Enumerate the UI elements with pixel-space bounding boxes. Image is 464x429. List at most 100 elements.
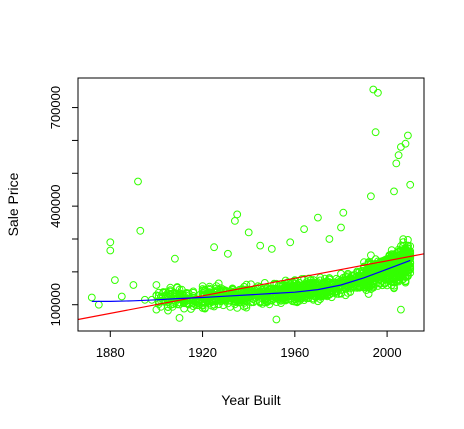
- data-point: [161, 288, 170, 297]
- data-point: [159, 297, 168, 306]
- data-point: [244, 228, 253, 237]
- x-tick-label: 1960: [280, 345, 309, 360]
- x-tick-label: 2000: [373, 345, 402, 360]
- y-axis-label: Sale Price: [5, 172, 21, 236]
- data-point: [247, 298, 255, 307]
- data-point: [247, 280, 255, 289]
- data-point: [214, 279, 223, 288]
- data-point: [390, 250, 398, 259]
- data-point: [152, 291, 161, 300]
- data-point: [297, 282, 306, 291]
- data-point: [325, 235, 334, 243]
- data-point: [106, 246, 115, 255]
- data-point: [173, 283, 182, 291]
- data-point: [244, 289, 253, 298]
- data-point: [316, 295, 325, 304]
- data-point: [267, 245, 276, 253]
- data-point: [311, 293, 320, 302]
- data-point: [330, 278, 338, 287]
- data-point: [198, 304, 207, 312]
- data-point: [392, 159, 401, 168]
- data-point: [387, 281, 396, 290]
- y-tick-label: 700000: [48, 86, 63, 129]
- data-point: [300, 225, 309, 234]
- data-point: [394, 247, 403, 256]
- data-point: [332, 287, 341, 296]
- data-point: [387, 267, 396, 276]
- data-point: [281, 284, 290, 293]
- data-point: [272, 315, 281, 324]
- data-point: [364, 270, 373, 279]
- data-point: [154, 298, 163, 307]
- data-point: [404, 257, 412, 265]
- data-point: [364, 258, 373, 266]
- data-point: [297, 288, 306, 297]
- data-point: [374, 266, 382, 275]
- data-point: [117, 292, 126, 301]
- data-point: [404, 236, 412, 244]
- data-point: [290, 295, 299, 303]
- data-point: [263, 287, 272, 296]
- smooth-fit-line: [91, 259, 411, 302]
- data-point: [406, 254, 415, 263]
- data-point: [374, 88, 382, 97]
- data-point: [106, 238, 115, 247]
- data-point: [260, 298, 269, 307]
- data-point: [311, 284, 320, 293]
- data-point: [314, 213, 322, 222]
- data-point: [295, 278, 304, 287]
- data-point: [286, 238, 295, 247]
- data-point: [332, 282, 341, 290]
- data-point: [406, 265, 415, 274]
- data-point: [397, 305, 405, 314]
- data-point: [371, 264, 380, 272]
- x-axis-label: Year Built: [221, 392, 281, 408]
- data-point: [394, 261, 403, 270]
- data-point: [263, 283, 272, 292]
- data-point: [111, 276, 119, 285]
- data-point: [387, 250, 396, 259]
- data-point: [175, 300, 184, 309]
- data-point: [387, 277, 396, 286]
- data-point: [330, 280, 338, 289]
- plot-box: [77, 77, 425, 332]
- data-point: [346, 273, 355, 282]
- data-point: [233, 210, 242, 219]
- data-point: [404, 131, 412, 140]
- data-point: [242, 303, 251, 312]
- data-point: [226, 291, 235, 299]
- axes-layer: 1880 1920 1960 2000 100000 400000 700000: [48, 86, 402, 360]
- data-point: [224, 249, 232, 258]
- data-point: [134, 177, 142, 186]
- data-point: [288, 290, 297, 299]
- fit-lines-layer: [77, 253, 425, 321]
- data-point: [367, 192, 375, 201]
- data-point: [399, 242, 408, 251]
- data-point: [270, 279, 279, 288]
- data-point: [367, 251, 375, 260]
- data-point: [129, 281, 138, 289]
- data-point: [371, 128, 380, 137]
- data-point: [290, 292, 299, 301]
- data-point: [353, 268, 362, 277]
- data-point: [210, 243, 219, 252]
- data-point: [288, 287, 297, 296]
- data-point: [198, 285, 207, 293]
- y-tick-label: 400000: [48, 184, 63, 227]
- data-point: [293, 283, 302, 292]
- y-tick-label: 100000: [48, 283, 63, 326]
- linear-fit-line: [77, 253, 425, 321]
- data-point: [182, 289, 191, 298]
- data-point: [339, 208, 348, 217]
- data-point: [314, 297, 322, 306]
- points-layer: [87, 85, 415, 324]
- data-point: [394, 151, 403, 160]
- data-point: [267, 287, 276, 296]
- data-point: [374, 282, 382, 290]
- data-point: [307, 276, 315, 285]
- data-point: [180, 304, 189, 313]
- data-point: [401, 139, 410, 148]
- x-tick-label: 1920: [188, 345, 217, 360]
